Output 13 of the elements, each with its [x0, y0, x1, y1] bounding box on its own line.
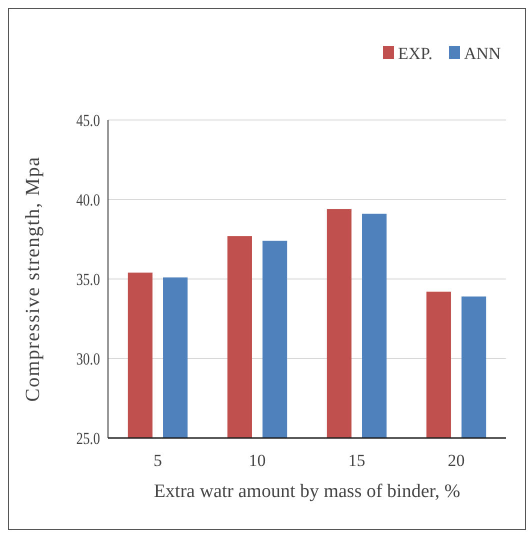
- y-axis-title: Compressive strength, Mpa: [22, 156, 44, 402]
- x-axis-title: Extra watr amount by mass of binder, %: [154, 481, 460, 502]
- x-tick-label: 20: [448, 451, 465, 470]
- y-tick-label: 40.0: [76, 191, 100, 210]
- y-tick-label: 30.0: [76, 350, 100, 369]
- x-tick-label: 15: [348, 451, 366, 470]
- x-tick-label: 5: [154, 451, 162, 470]
- legend-label: EXP.: [398, 44, 432, 63]
- legend-label: ANN: [464, 44, 501, 63]
- y-tick-label: 45.0: [76, 112, 100, 130]
- x-tick-label: 10: [248, 451, 266, 470]
- y-tick-label: 25.0: [76, 430, 100, 448]
- y-tick-label: 35.0: [76, 270, 100, 290]
